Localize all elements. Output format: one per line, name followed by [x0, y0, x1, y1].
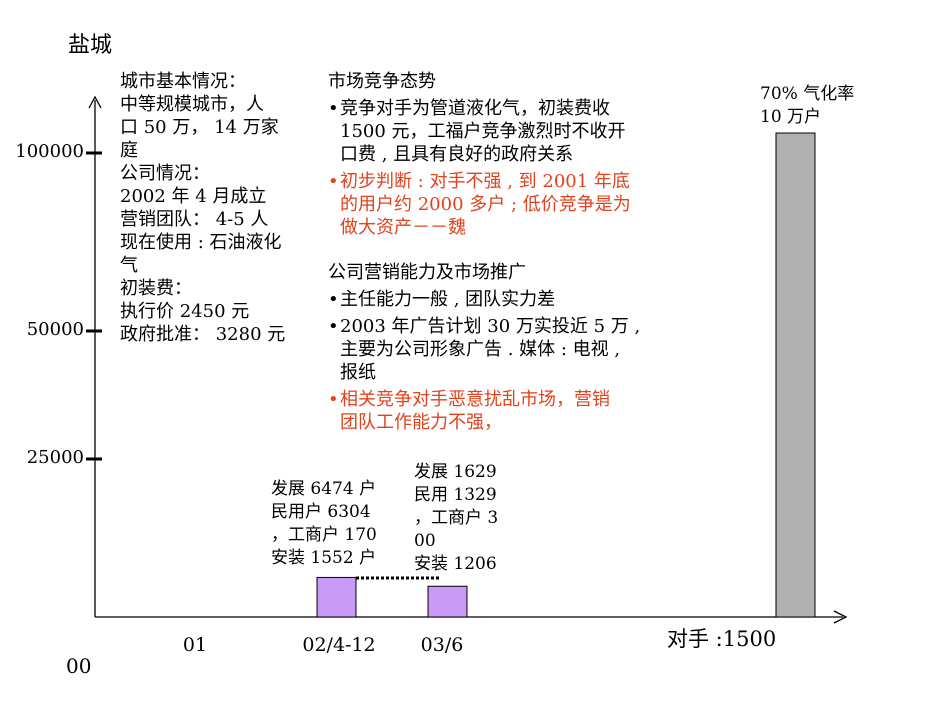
chart-bars [316, 132, 816, 618]
y-tick-label: 100000 [15, 141, 84, 162]
bullet-line: 报纸 [340, 362, 376, 383]
bullet-line: 竞争对手为管道液化气，初装费收 [340, 98, 610, 119]
y-tick-label: 50000 [26, 319, 84, 340]
city-info-line: 公司情况： [120, 163, 210, 184]
bar1-annotation: 发展 6474 户民用户 6304 ，工商户 170 安装 1552 户 [271, 478, 377, 570]
city-info-line: 政府批准： 3280 元 [120, 324, 286, 345]
bar2-annotation-line: 发展 1629 [414, 462, 497, 482]
bullet-line: 2003 年广告计划 30 万实投近 5 万 , [340, 316, 641, 337]
market-heading: 市场竞争态势 [328, 71, 436, 92]
competitor-label: 对手 :1500 [667, 627, 777, 651]
marketing-bullet: 主任能力一般 , 团队实力差 [328, 288, 640, 311]
bullet-line: 做大资产－－魏 [340, 217, 466, 238]
chart-axes [86, 95, 848, 624]
bar-2 [316, 576, 357, 618]
city-info-line: 口 50 万， 14 万家 [120, 117, 279, 138]
bullet-line: 口费 , 且具有良好的政府关系 [340, 144, 574, 165]
city-info-heading: 城市基本情况： [120, 71, 246, 92]
city-info-line: 庭 [120, 140, 138, 161]
city-info-line: 执行价 2450 元 [120, 301, 250, 322]
bar3-annotation-line: 10 万户 [760, 107, 822, 127]
bar1-annotation-line: 安装 1552 户 [271, 548, 377, 568]
city-info-line: 中等规模城市，人 [120, 94, 264, 115]
bullet-line: 主任能力一般 , 团队实力差 [340, 289, 556, 310]
bar1-annotation-line: 民用户 6304 [271, 502, 371, 522]
bar2-annotation-line: ，工商户 3 [414, 508, 499, 528]
y-tick-label: 25000 [26, 447, 84, 468]
x-axis-arrow [833, 610, 848, 624]
city-info-line: 2002 年 4 月成立 [120, 186, 267, 207]
x-category-label: 03/6 [420, 634, 464, 656]
bar2-annotation-line: 安装 1206 [414, 554, 497, 574]
bar1-annotation-line: 发展 6474 户 [271, 479, 377, 499]
bar1-annotation-line: ，工商户 170 [271, 525, 377, 545]
x-category-label: 02/4-12 [302, 634, 376, 656]
city-info-line: 现在使用 : 石油液化 [120, 232, 282, 253]
bar3-annotation: 70% 气化率 10 万户 [760, 83, 854, 129]
bar-4 [775, 132, 816, 618]
bar2-annotation: 发展 1629 民用 1329 ，工商户 3 00 安装 1206 [414, 461, 498, 576]
bullet-line: 1500 元，工福户竞争激烈时不收开 [340, 121, 626, 142]
bar-3 [427, 585, 468, 618]
bullet-line: 团队工作能力不强， [340, 412, 502, 433]
bullet-line: 主要为公司形象广告 . 媒体 : 电视 , [340, 339, 621, 360]
x-category-label: 01 [182, 634, 208, 656]
bullet-line: 初步判断 : 对手不强 , 到 2001 年底 [340, 171, 630, 192]
bullet-line: 的用户约 2000 多户 ; 低价竞争是为 [340, 194, 631, 215]
city-title: 盐城 [68, 33, 113, 58]
city-info-line: 气 [120, 255, 138, 276]
marketing-block: 公司营销能力及市场推广 主任能力一般 , 团队实力差 2003 年广告计划 30 … [328, 261, 640, 434]
bullet-line: 相关竞争对手恶意扰乱市场，营销 [340, 389, 610, 410]
city-info-line: 营销团队： 4-5 人 [120, 209, 269, 230]
y-axis-arrow [88, 95, 102, 109]
origin-label: 00 [66, 654, 92, 678]
marketing-heading: 公司营销能力及市场推广 [328, 262, 526, 283]
bar3-annotation-line: 70% 气化率 [760, 84, 855, 104]
bar2-annotation-line: 民用 1329 [414, 485, 497, 505]
marketing-bullet: 2003 年广告计划 30 万实投近 5 万 ,主要为公司形象广告 . 媒体 :… [328, 315, 640, 384]
city-info-line: 初装费： [120, 278, 192, 299]
city-info-block: 城市基本情况： 中等规模城市，人口 50 万， 14 万家庭公司情况： 2002 … [120, 70, 285, 346]
bar2-annotation-line: 00 [414, 531, 436, 551]
